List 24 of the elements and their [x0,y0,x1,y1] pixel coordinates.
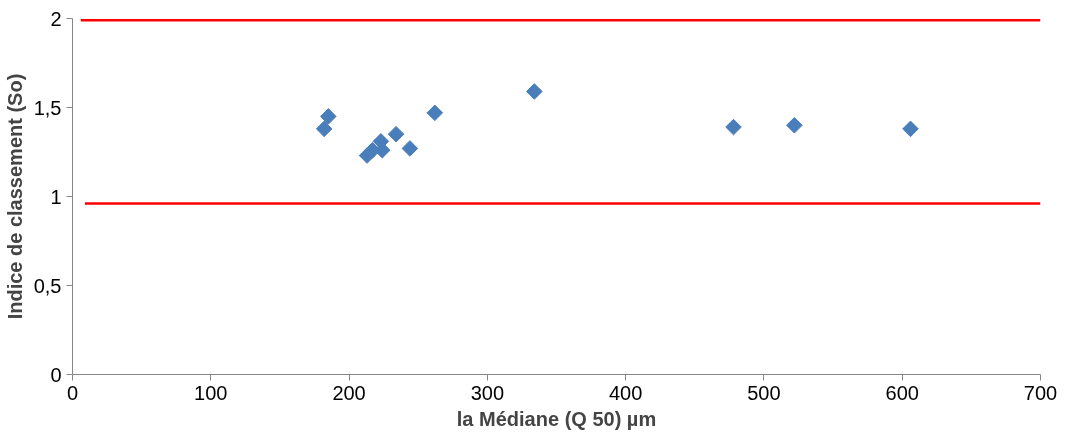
y-axis-title: Indice de classement (So) [3,73,26,320]
y-tick-label: 0 [50,363,62,386]
point [387,125,405,143]
point [401,140,419,157]
y-tick-label: 2 [50,7,62,30]
point [426,104,444,122]
point [725,118,742,136]
x-tick-label: 400 [608,381,643,404]
point [902,120,919,138]
point [526,83,543,100]
point [315,120,333,138]
x-tick-label: 200 [332,381,366,404]
x-tick-label: 0 [66,381,79,404]
x-tick-label: 700 [1023,381,1058,404]
x-tick-label: 300 [470,381,505,404]
point [786,117,803,134]
x-tick-label: 600 [885,381,919,404]
x-axis-title: la Médiane (Q 50) µm [456,407,657,430]
y-tick-label: 1 [50,185,62,208]
x-tick-label: 500 [747,381,781,404]
y-tick-label: 1,5 [33,96,62,119]
y-tick-label: 0,5 [33,274,62,297]
x-tick-label: 100 [194,381,228,404]
point [320,108,337,125]
